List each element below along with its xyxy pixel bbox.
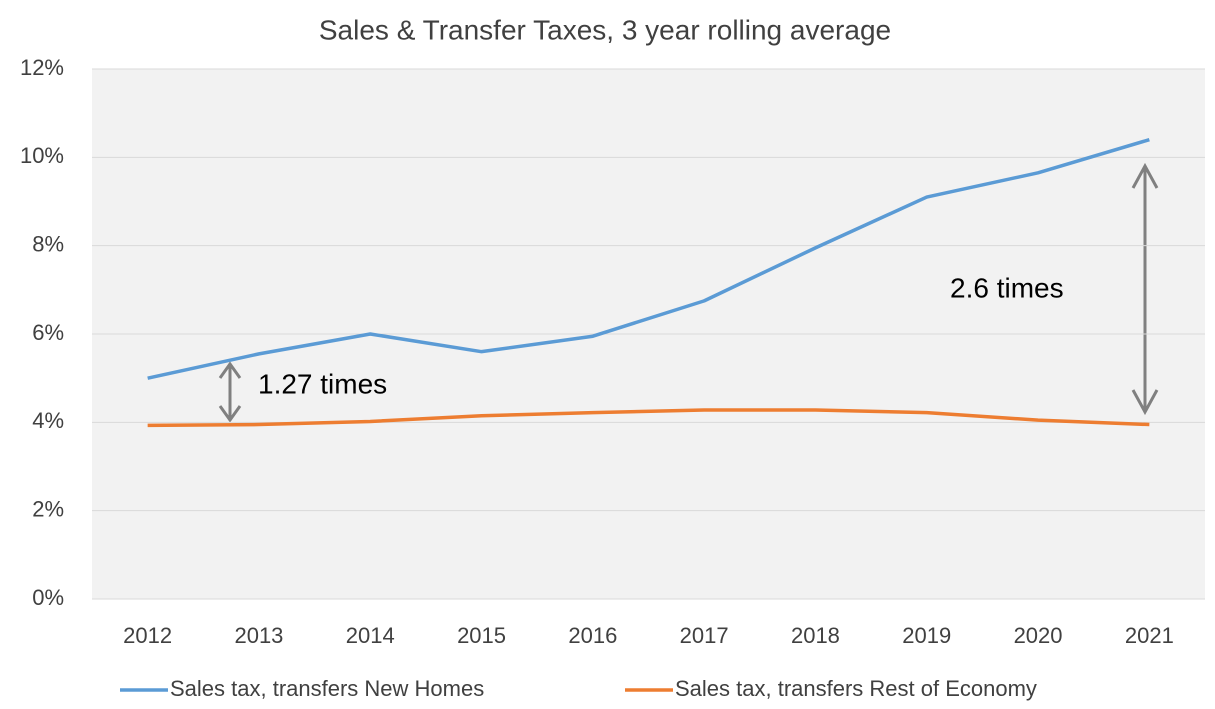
series-line xyxy=(147,408,1150,428)
y-tick-label: 10% xyxy=(20,143,64,168)
annotation-arrows xyxy=(218,162,1159,423)
x-tick-label: 2014 xyxy=(346,623,395,648)
chart-title: Sales & Transfer Taxes, 3 year rolling a… xyxy=(319,14,891,45)
y-tick-label: 4% xyxy=(32,408,64,433)
arrow-head xyxy=(1131,162,1159,189)
annotation: 1.27 times xyxy=(258,368,387,399)
x-tick-label: 2017 xyxy=(680,623,729,648)
arrow-head xyxy=(1131,389,1159,416)
y-tick-label: 12% xyxy=(20,55,64,80)
x-tick-label: 2012 xyxy=(123,623,172,648)
arrow-head xyxy=(218,361,242,379)
y-tick-label: 0% xyxy=(32,585,64,610)
x-tick-label: 2019 xyxy=(902,623,951,648)
x-tick-label: 2013 xyxy=(234,623,283,648)
x-tick-label: 2016 xyxy=(568,623,617,648)
legend-label: Sales tax, transfers New Homes xyxy=(170,676,484,701)
legend-label: Sales tax, transfers Rest of Economy xyxy=(675,676,1037,701)
y-tick-label: 2% xyxy=(32,496,64,521)
annotation: 2.6 times xyxy=(950,272,1064,303)
series-line xyxy=(147,137,1150,380)
x-tick-label: 2021 xyxy=(1125,623,1174,648)
x-tick-label: 2020 xyxy=(1014,623,1063,648)
y-tick-label: 6% xyxy=(32,320,64,345)
arrow-head xyxy=(218,405,242,423)
x-tick-label: 2018 xyxy=(791,623,840,648)
x-tick-label: 2015 xyxy=(457,623,506,648)
y-tick-label: 8% xyxy=(32,231,64,256)
